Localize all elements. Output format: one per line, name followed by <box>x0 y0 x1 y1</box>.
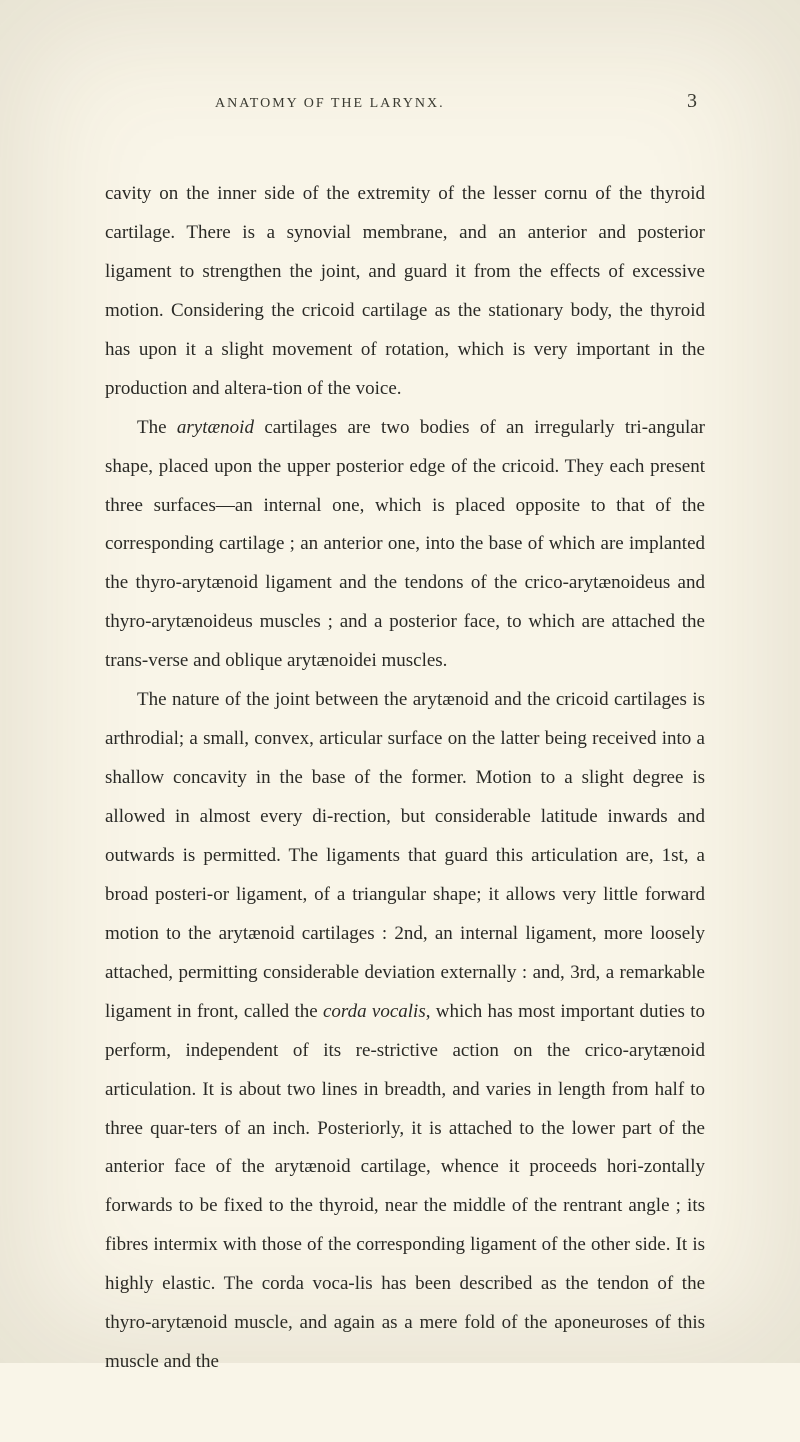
running-title: ANATOMY OF THE LARYNX. <box>215 96 445 112</box>
paragraph-text: The <box>137 417 177 438</box>
page-header: ANATOMY OF THE LARYNX. 3 <box>105 90 705 113</box>
page-number: 3 <box>687 90 697 113</box>
paragraph-text: The nature of the joint between the aryt… <box>105 689 705 1022</box>
paragraph-text: cartilages are two bodies of an irregula… <box>105 417 705 672</box>
paragraph-text: cavity on the inner side of the extremit… <box>105 183 705 399</box>
paragraph-2: The arytænoid cartilages are two bodies … <box>105 409 705 682</box>
page-container: ANATOMY OF THE LARYNX. 3 cavity on the i… <box>0 0 800 1442</box>
paragraph-3: The nature of the joint between the aryt… <box>105 681 705 1382</box>
paragraph-text: , which has most important duties to per… <box>105 1001 705 1372</box>
italic-term: corda vocalis <box>323 1001 426 1022</box>
italic-term: arytænoid <box>177 417 254 438</box>
paragraph-1: cavity on the inner side of the extremit… <box>105 175 705 409</box>
body-text: cavity on the inner side of the extremit… <box>105 175 705 1382</box>
